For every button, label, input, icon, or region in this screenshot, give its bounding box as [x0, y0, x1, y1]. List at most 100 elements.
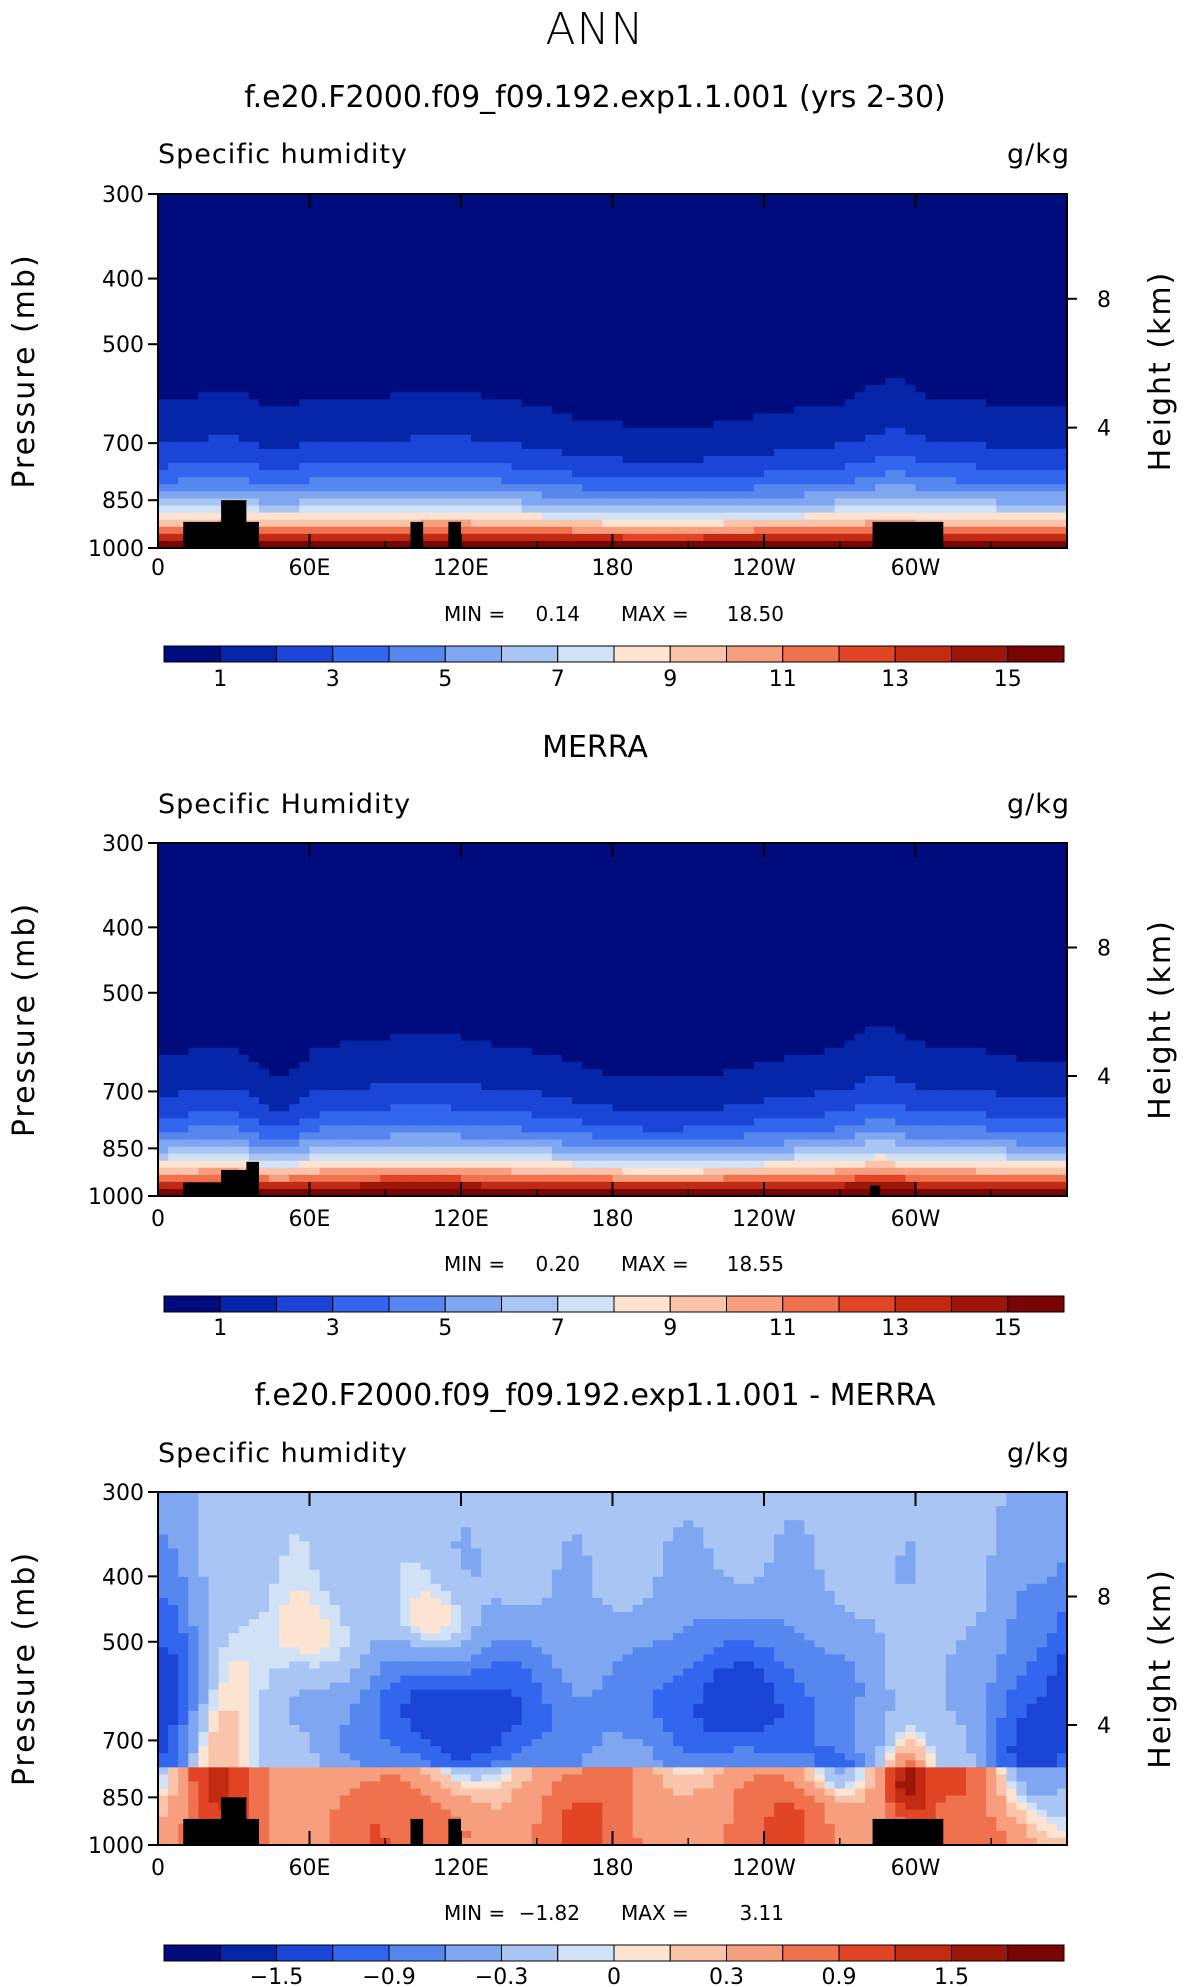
- field-cell: [562, 328, 573, 337]
- field-cell: [279, 222, 290, 230]
- field-cell: [339, 250, 351, 259]
- field-cell: [329, 491, 341, 500]
- field-cell: [572, 243, 583, 252]
- field-cell: [420, 427, 432, 436]
- field-cell: [663, 349, 674, 358]
- field-cell: [511, 278, 523, 287]
- field-cell: [652, 342, 664, 351]
- field-cell: [764, 257, 775, 266]
- field-cell: [1056, 286, 1068, 294]
- field-cell: [865, 286, 876, 294]
- field-cell: [784, 271, 795, 280]
- field-cell: [440, 448, 452, 457]
- field-cell: [168, 1047, 179, 1056]
- field-cell: [935, 413, 947, 422]
- field-cell: [228, 477, 240, 485]
- field-cell: [521, 392, 533, 400]
- field-cell: [663, 328, 674, 337]
- field-cell: [208, 885, 220, 894]
- field-cell: [551, 229, 563, 238]
- field-cell: [198, 264, 210, 273]
- colorbar-box: [388, 645, 446, 663]
- field-cell: [612, 257, 624, 266]
- field-cell: [360, 470, 371, 478]
- field-cell: [269, 356, 280, 365]
- field-cell: [582, 491, 593, 500]
- field-cell: [764, 243, 775, 252]
- field-cell: [966, 378, 977, 386]
- field-cell: [400, 463, 412, 471]
- field-cell: [238, 484, 250, 492]
- field-cell: [491, 335, 502, 344]
- field-cell: [1036, 349, 1048, 358]
- field-cell: [895, 236, 906, 245]
- field-cell: [945, 448, 957, 457]
- field-cell: [895, 194, 906, 202]
- field-cell: [834, 293, 846, 301]
- field-cell: [551, 335, 563, 344]
- field-cell: [299, 328, 311, 337]
- field-cell: [289, 328, 300, 337]
- field-cell: [1026, 271, 1038, 280]
- field-cell: [723, 257, 735, 266]
- field-cell: [238, 278, 250, 287]
- field-cell: [572, 194, 583, 202]
- field-cell: [865, 441, 876, 450]
- field-cell: [562, 286, 573, 294]
- field-cell: [228, 1026, 240, 1035]
- field-cell: [895, 399, 906, 407]
- field-cell: [844, 399, 856, 407]
- field-cell: [622, 328, 634, 337]
- field-cell: [663, 321, 674, 330]
- field-cell: [753, 222, 765, 230]
- field-cell: [733, 349, 745, 358]
- field-cell: [541, 470, 553, 478]
- field-cell: [976, 264, 987, 273]
- field-cell: [804, 215, 816, 223]
- field-cell: [804, 505, 816, 514]
- field-cell: [834, 385, 846, 393]
- field-cell: [905, 392, 917, 400]
- field-cell: [794, 257, 805, 266]
- field-cell: [824, 392, 836, 400]
- field-cell: [228, 1047, 240, 1056]
- field-cell: [673, 526, 684, 535]
- field-cell: [158, 392, 169, 400]
- field-cell: [339, 264, 351, 273]
- field-cell: [925, 371, 937, 379]
- field-cell: [208, 335, 220, 344]
- field-cell: [945, 328, 957, 337]
- field-cell: [208, 1153, 220, 1162]
- field-cell: [713, 257, 725, 266]
- field-cell: [814, 271, 826, 280]
- field-cell: [834, 434, 846, 443]
- field-cell: [663, 222, 674, 230]
- field-cell: [198, 984, 210, 992]
- field-cell: [380, 406, 391, 415]
- field-cell: [915, 250, 927, 259]
- field-cell: [632, 243, 644, 252]
- field-cell: [804, 271, 816, 280]
- field-cell: [198, 1174, 210, 1183]
- field-cell: [420, 328, 432, 337]
- field-cell: [299, 427, 311, 436]
- field-cell: [622, 498, 634, 507]
- field-cell: [501, 448, 513, 457]
- field-cell: [269, 321, 280, 330]
- field-cell: [885, 243, 896, 252]
- field-cell: [703, 434, 715, 443]
- field-cell: [582, 314, 593, 323]
- field-cell: [309, 229, 321, 238]
- field-cell: [915, 498, 927, 507]
- field-cell: [865, 392, 876, 400]
- field-cell: [279, 342, 290, 351]
- field-cell: [885, 293, 896, 301]
- field-cell: [1006, 441, 1018, 450]
- field-cell: [349, 356, 361, 365]
- field-cell: [380, 413, 391, 422]
- field-cell: [875, 328, 886, 337]
- field-cell: [723, 392, 735, 400]
- field-cell: [986, 477, 997, 485]
- field-cell: [501, 307, 513, 315]
- field-cell: [511, 463, 523, 471]
